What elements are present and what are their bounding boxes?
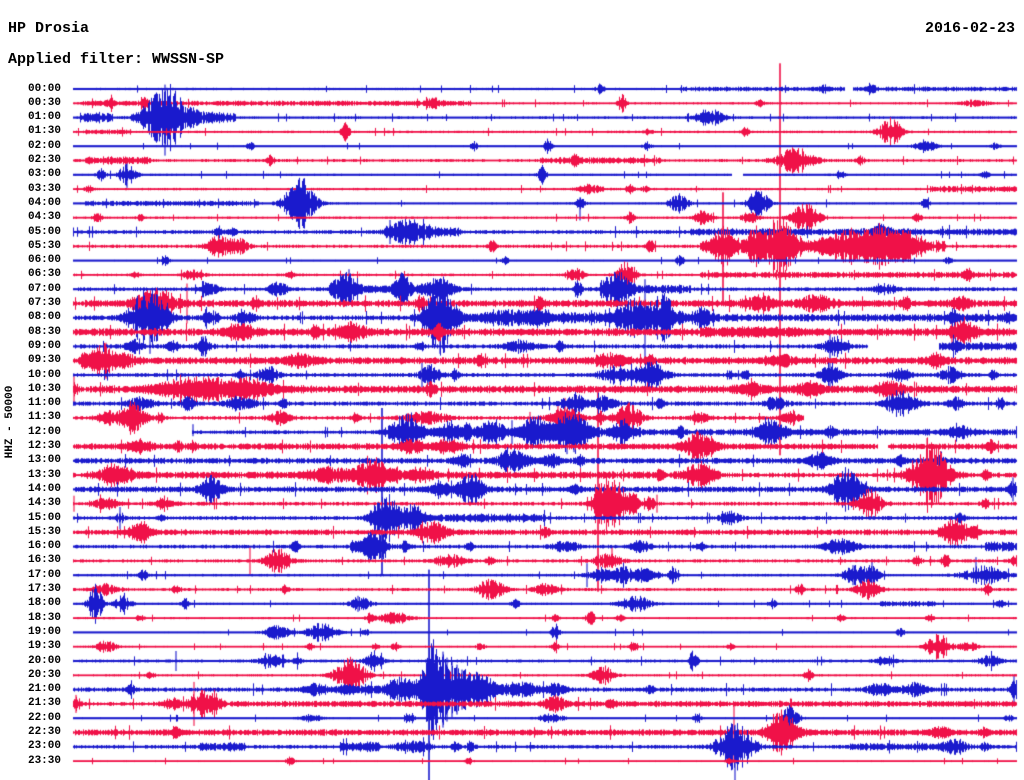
station-title: HP Drosia [8,20,90,37]
time-label: 07:30 [27,297,61,309]
time-label: 13:00 [27,454,61,467]
time-label: 07:00 [27,282,61,295]
time-label: 20:00 [27,654,61,667]
time-label: 15:30 [27,525,61,538]
time-label: 11:30 [27,411,61,424]
time-label: 21:00 [27,683,61,696]
time-label: 21:30 [27,697,61,710]
time-label: 00:30 [27,96,61,109]
time-label: 16:30 [27,554,61,567]
time-label: 09:00 [27,339,61,352]
time-label: 22:30 [27,726,61,738]
time-label: 22:00 [27,711,61,724]
time-label: 14:00 [27,482,61,495]
time-label: 23:30 [27,754,61,767]
time-label: 18:00 [27,597,61,610]
time-label: 09:30 [27,354,61,367]
time-label: 04:00 [27,196,61,209]
time-label: 19:30 [27,640,61,653]
time-label: 08:30 [27,325,61,338]
time-label: 01:30 [27,125,61,138]
time-label: 08:00 [27,311,61,324]
time-label: 05:00 [27,225,61,238]
time-label: 10:00 [27,368,61,381]
time-label: 06:30 [27,268,61,281]
time-label: 03:00 [27,168,61,181]
date-label: 2016-02-23 [924,20,1015,37]
filter-label: Applied filter: WWSSN-SP [8,51,225,68]
time-label: 15:00 [27,511,61,524]
time-label: 05:30 [27,239,61,252]
time-label: 18:30 [27,611,61,624]
time-label: 02:30 [27,154,61,166]
time-label: 20:30 [27,668,61,681]
time-label: 01:00 [27,111,61,124]
time-label: 02:00 [27,139,61,152]
time-label: 16:00 [27,540,61,553]
time-label: 11:00 [27,397,61,410]
time-label: 23:00 [27,740,61,753]
time-label: 19:00 [27,625,61,638]
time-label: 17:00 [27,568,61,581]
time-label: 04:30 [27,211,61,224]
time-label: 12:30 [27,440,61,452]
time-label: 10:30 [27,382,61,395]
time-label: 14:30 [27,497,61,510]
time-label: 17:30 [27,583,61,595]
time-label: 13:30 [27,468,61,481]
time-label: 12:00 [27,425,61,438]
time-label: 03:30 [27,182,61,195]
time-label: 06:00 [27,254,61,267]
time-label: 00:00 [27,82,61,95]
